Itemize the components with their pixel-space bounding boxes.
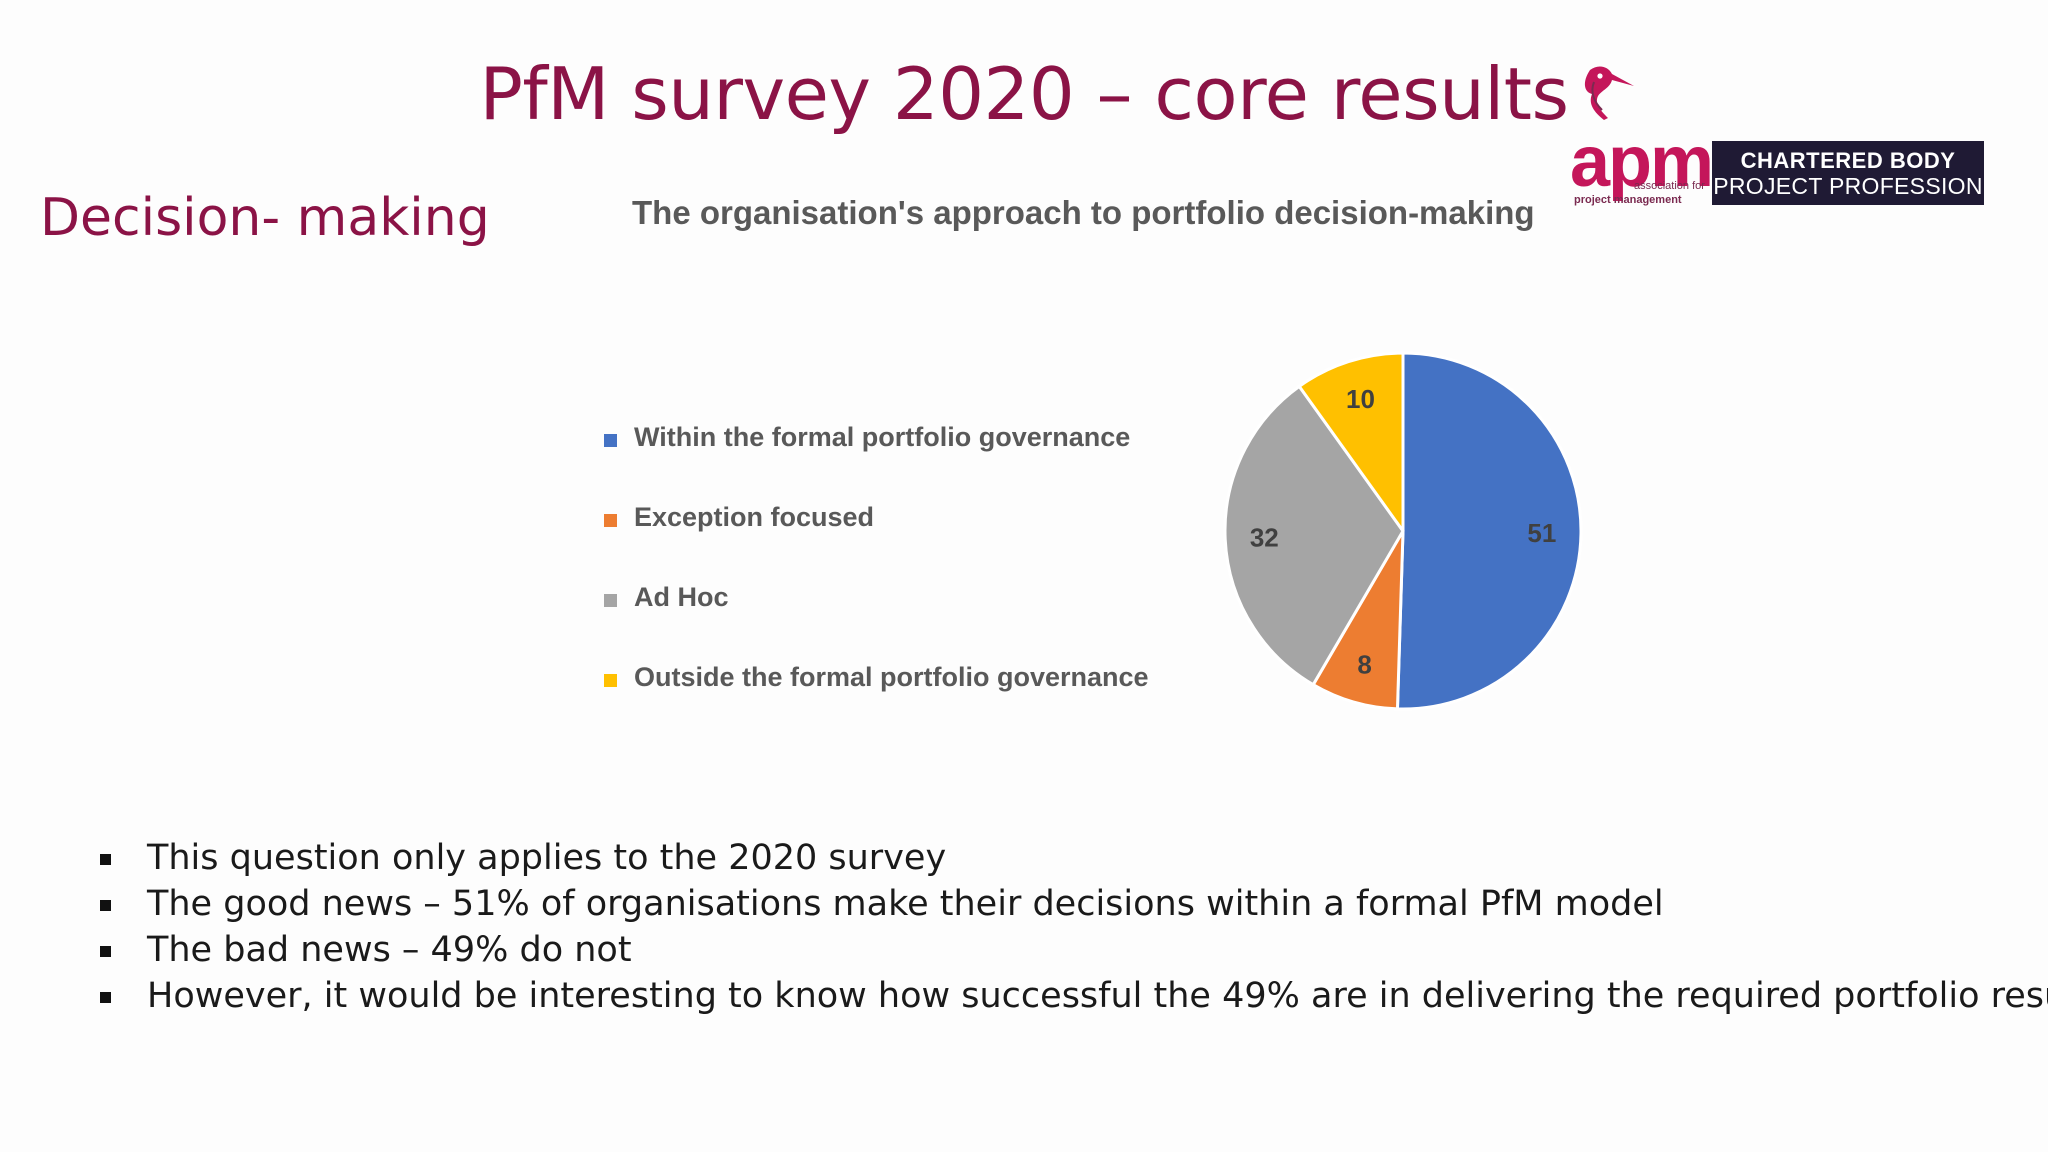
- pie-data-label: 8: [1357, 649, 1371, 679]
- apm-subtitle-line1: association for: [1634, 180, 1705, 192]
- legend-label: Within the formal portfolio governance: [634, 422, 1131, 452]
- apm-logo: apm association for project management: [1568, 62, 1714, 212]
- pie-chart: 51 8 32 10: [1223, 351, 1583, 711]
- chartered-body-badge: CHARTERED BODY PROJECT PROFESSION: [1712, 141, 1984, 205]
- legend-label: Exception focused: [634, 502, 875, 532]
- legend-label: Outside the formal portfolio governance: [634, 662, 1149, 692]
- chart-title: The organisation's approach to portfolio…: [632, 194, 1535, 231]
- slide-title: PfM survey 2020 – core results: [479, 52, 1569, 136]
- apm-subtitle-line2: project management: [1574, 194, 1682, 206]
- bullet-text: The good news – 51% of organisations mak…: [147, 884, 1664, 924]
- section-title: Decision- making: [40, 188, 490, 248]
- apm-wordmark: apm: [1570, 122, 1714, 202]
- pie-data-label: 51: [1527, 518, 1556, 548]
- bullet-text: However, it would be interesting to know…: [147, 976, 2048, 1016]
- legend-swatch: [604, 674, 617, 687]
- badge-line2: PROJECT PROFESSION: [1713, 173, 1983, 199]
- bullet-marker: [100, 854, 111, 865]
- legend-label: Ad Hoc: [634, 582, 729, 612]
- pie-slice: [1297, 351, 1405, 536]
- bullet-text: The bad news – 49% do not: [147, 930, 632, 970]
- heron-logo-icon: [1584, 66, 1634, 120]
- badge-line1: CHARTERED BODY: [1740, 148, 1956, 173]
- pie-slice: [1395, 351, 1583, 711]
- pie-data-label: 10: [1346, 384, 1375, 414]
- legend-swatch: [604, 514, 617, 527]
- pie-data-label: 32: [1250, 522, 1279, 552]
- legend-swatch: [604, 434, 617, 447]
- bullet-marker: [100, 946, 111, 957]
- bullet-marker: [100, 992, 111, 1003]
- pie-slice: [1223, 384, 1405, 687]
- legend-swatch: [604, 594, 617, 607]
- bullet-marker: [100, 900, 111, 911]
- bullet-text: This question only applies to the 2020 s…: [147, 838, 947, 878]
